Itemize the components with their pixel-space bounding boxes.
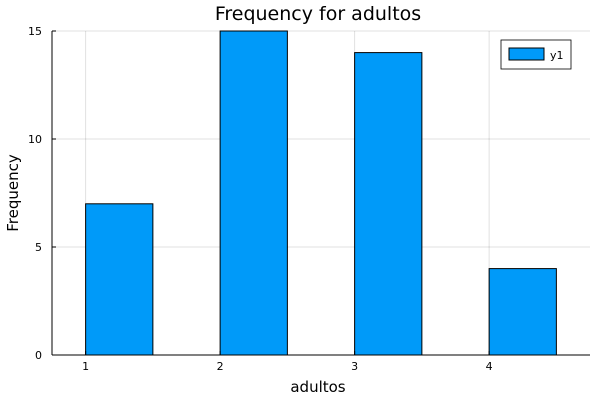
x-tick-label: 2 xyxy=(217,360,224,373)
chart-title: Frequency for adultos xyxy=(215,3,421,25)
y-tick-label: 10 xyxy=(28,133,42,146)
y-tick-label: 0 xyxy=(35,349,42,362)
x-tick-label: 1 xyxy=(82,360,89,373)
plot-frame xyxy=(51,31,590,356)
legend-swatch xyxy=(508,47,545,61)
tick-labels: 1 2 3 4 0 5 10 15 xyxy=(28,25,493,373)
y-axis-label: Frequency xyxy=(4,154,22,232)
bar xyxy=(85,203,154,356)
legend-label: y1 xyxy=(550,49,564,62)
x-tick-label: 4 xyxy=(486,360,493,373)
bar xyxy=(219,30,288,356)
y-tick-label: 5 xyxy=(35,241,42,254)
x-axis-label: adultos xyxy=(290,378,345,396)
legend: y1 xyxy=(500,39,572,70)
y-tick-label: 15 xyxy=(28,25,42,38)
bar xyxy=(354,52,423,356)
bar xyxy=(488,268,557,356)
bars xyxy=(85,30,557,356)
x-tick-label: 3 xyxy=(351,360,358,373)
